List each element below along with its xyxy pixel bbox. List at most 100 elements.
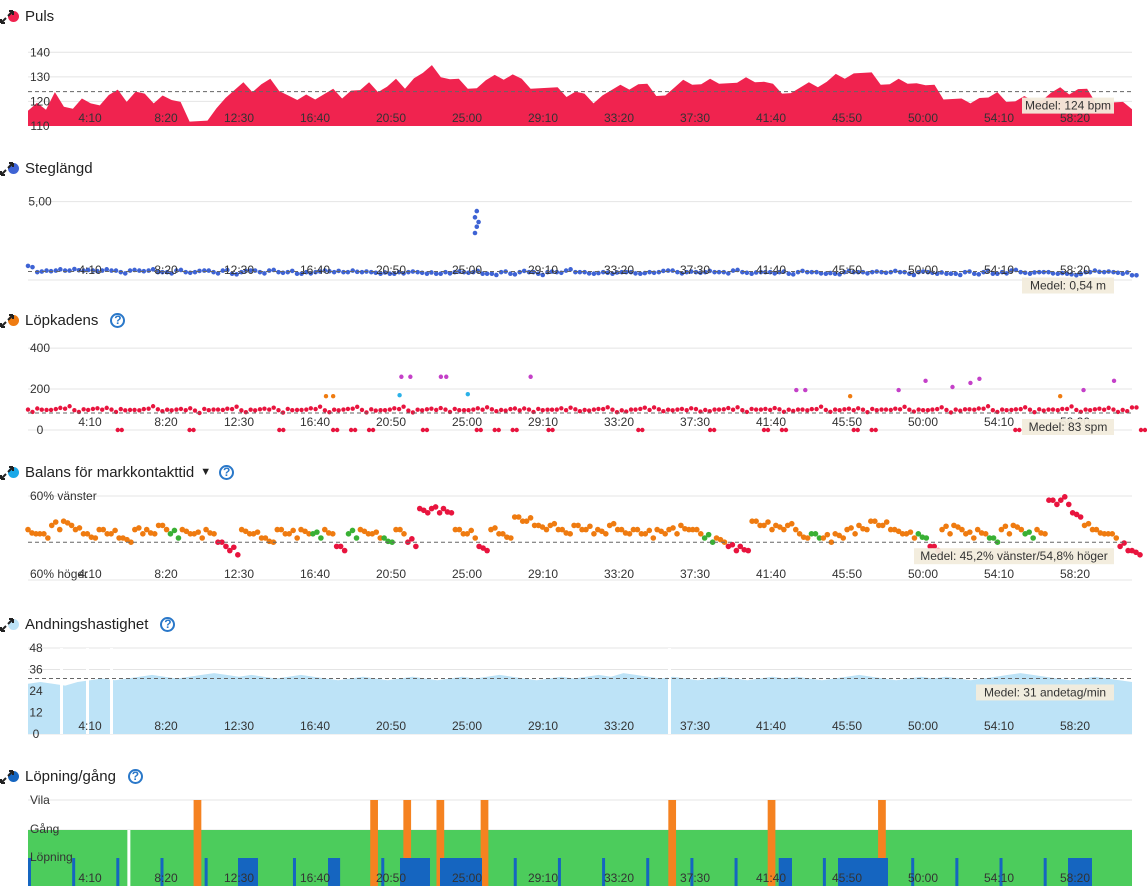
x-tick-label: 29:10 xyxy=(528,871,558,885)
data-point xyxy=(573,269,578,275)
data-point xyxy=(285,406,290,412)
x-tick-label: 45:50 xyxy=(832,111,862,125)
data-point xyxy=(571,522,577,529)
mean-label: Medel: 31 andetag/min xyxy=(984,685,1106,699)
data-point xyxy=(113,409,119,415)
data-point xyxy=(496,427,501,433)
data-point xyxy=(995,409,1000,415)
data-point xyxy=(378,407,383,413)
data-point xyxy=(586,271,592,276)
data-point xyxy=(693,406,699,412)
expand-icon[interactable] xyxy=(0,162,14,176)
data-point xyxy=(359,407,365,413)
x-tick-label: 25:00 xyxy=(452,111,482,125)
data-point xyxy=(763,406,768,412)
run-segment xyxy=(204,858,208,886)
data-point xyxy=(410,410,416,415)
data-point xyxy=(220,268,226,273)
data-point xyxy=(967,529,973,535)
expand-icon[interactable] xyxy=(0,466,14,480)
data-point xyxy=(753,407,759,412)
data-point xyxy=(1050,407,1056,412)
data-point xyxy=(600,269,606,275)
data-point xyxy=(837,407,842,413)
help-icon[interactable]: ? xyxy=(219,464,235,480)
data-point xyxy=(1059,270,1065,276)
rest-segment xyxy=(480,800,489,886)
data-point xyxy=(413,543,419,550)
data-point xyxy=(540,407,545,413)
y-tick-label: 400 xyxy=(30,341,50,355)
data-point xyxy=(308,406,314,411)
x-tick-label: 8:20 xyxy=(154,263,178,277)
expand-icon[interactable] xyxy=(0,770,14,784)
data-point xyxy=(274,526,281,533)
data-point xyxy=(658,528,664,535)
data-point xyxy=(215,271,221,276)
data-point xyxy=(630,526,637,533)
data-point xyxy=(188,406,193,411)
data-point xyxy=(876,522,882,529)
data-point xyxy=(809,406,814,412)
data-point xyxy=(707,268,713,274)
data-point xyxy=(579,526,585,533)
data-point xyxy=(393,526,399,533)
data-point xyxy=(447,409,453,415)
data-point xyxy=(475,268,481,274)
run-segment xyxy=(72,858,76,886)
data-point xyxy=(662,531,668,537)
data-point xyxy=(510,427,515,433)
data-point xyxy=(401,531,407,537)
data-point xyxy=(702,269,708,275)
data-point xyxy=(90,406,96,412)
data-point xyxy=(712,269,717,275)
data-point xyxy=(678,522,684,529)
data-point xyxy=(943,523,949,530)
data-point xyxy=(790,272,796,277)
help-icon[interactable]: ? xyxy=(127,768,143,784)
data-point xyxy=(68,522,75,529)
data-point xyxy=(382,407,388,413)
help-icon[interactable]: ? xyxy=(110,312,126,328)
data-point xyxy=(456,269,462,274)
help-icon[interactable]: ? xyxy=(160,616,176,632)
data-point xyxy=(355,404,360,410)
data-point xyxy=(464,531,471,537)
data-point xyxy=(35,406,40,411)
expand-icon[interactable] xyxy=(0,314,14,328)
data-point xyxy=(492,525,498,531)
data-point xyxy=(958,408,963,413)
data-point xyxy=(962,407,968,412)
data-point xyxy=(902,404,907,410)
expand-icon[interactable] xyxy=(0,10,14,24)
data-point xyxy=(777,407,782,412)
panel-andning: Andningshastighet ? 48 36 24 12 0 4:10 8:20 12:… xyxy=(0,612,1147,752)
data-point xyxy=(824,531,831,538)
dropdown-caret-icon[interactable]: ▼ xyxy=(200,466,212,478)
data-point xyxy=(489,271,495,277)
data-point xyxy=(299,407,304,413)
x-tick-label: 50:00 xyxy=(908,567,938,581)
data-point xyxy=(118,406,123,412)
data-point xyxy=(56,526,63,533)
data-point xyxy=(591,271,597,277)
data-point xyxy=(433,271,439,277)
data-point xyxy=(1030,535,1036,541)
data-point xyxy=(600,406,606,412)
y-tick-label: 200 xyxy=(30,382,50,396)
data-point xyxy=(140,531,146,537)
data-point xyxy=(1087,269,1093,275)
data-point xyxy=(554,269,560,275)
data-point xyxy=(864,526,870,533)
data-point xyxy=(304,407,309,412)
data-point xyxy=(336,268,341,274)
x-tick-label: 20:50 xyxy=(376,719,406,733)
data-point xyxy=(948,410,954,415)
data-point xyxy=(278,526,285,533)
data-point xyxy=(944,271,949,277)
x-tick-label: 50:00 xyxy=(908,871,938,885)
expand-icon[interactable] xyxy=(0,618,14,632)
data-point xyxy=(758,407,764,412)
data-point xyxy=(1057,394,1063,399)
data-point xyxy=(740,269,745,275)
